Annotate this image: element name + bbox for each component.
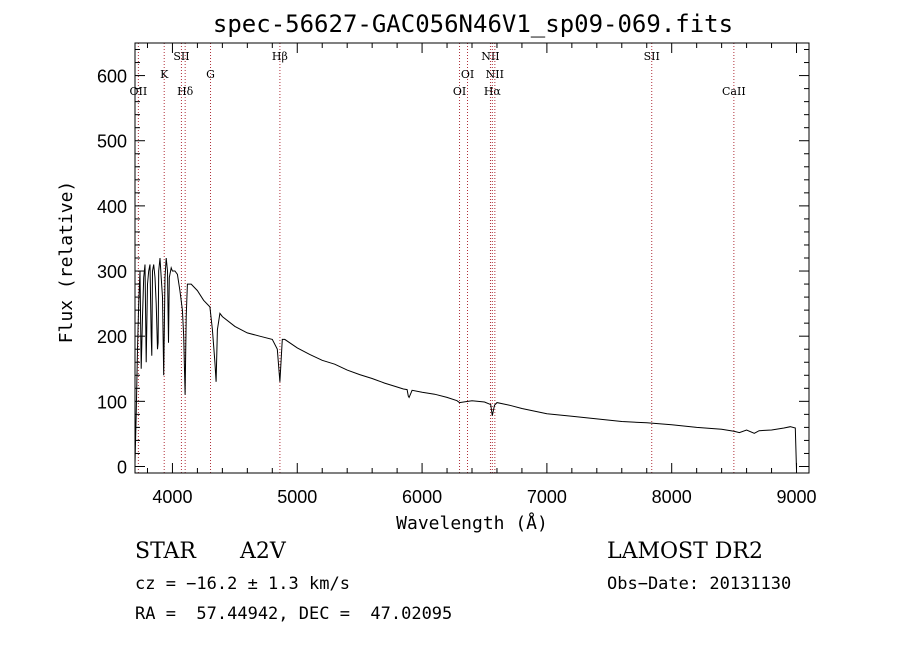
line-label-4: G <box>206 68 215 81</box>
x-axis-label: Wavelength (Å) <box>396 512 548 534</box>
y-tick-label-1: 100 <box>97 392 127 412</box>
y-tick-label-4: 400 <box>97 197 127 217</box>
y-tick-label-5: 500 <box>97 132 127 152</box>
line-label-7: OI <box>461 68 474 81</box>
chart-title: spec-56627-GAC056N46V1_sp09-069.fits <box>213 10 733 38</box>
y-tick-label-2: 200 <box>97 327 127 347</box>
spectrum-line <box>134 257 797 470</box>
obs-date-text: Obs−Date: 20131130 <box>607 574 792 594</box>
line-label-12: CaII <box>722 85 746 98</box>
survey-name: LAMOST DR2 <box>607 539 763 564</box>
line-label-10: NII <box>486 68 504 81</box>
line-label-2: SII <box>173 50 189 63</box>
emission-line-markers: OII K SII Hδ G Hβ OI OI NII Hα NII SII CaII <box>130 43 746 473</box>
x-axis: 4000 5000 6000 7000 8000 9000 <box>146 43 817 507</box>
line-label-8: NII <box>481 50 499 63</box>
line-label-3: Hδ <box>177 85 194 98</box>
x-tick-label-0: 4000 <box>152 487 192 507</box>
line-label-9: Hα <box>484 85 502 98</box>
object-class: STAR <box>135 539 196 564</box>
x-tick-label-4: 8000 <box>652 487 692 507</box>
plot-frame <box>134 42 810 474</box>
line-label-11: SII <box>644 50 660 63</box>
y-tick-label-3: 300 <box>97 262 127 282</box>
object-subclass: A2V <box>240 539 286 564</box>
y-tick-label-0: 0 <box>117 457 127 477</box>
redshift-text: cz = −16.2 ± 1.3 km/s <box>135 574 350 594</box>
x-tick-label-5: 9000 <box>776 487 816 507</box>
line-label-1: K <box>160 68 169 81</box>
y-tick-label-6: 600 <box>97 67 127 87</box>
x-tick-label-1: 5000 <box>277 487 317 507</box>
line-label-6: OI <box>453 85 466 98</box>
line-label-0: OII <box>130 85 148 98</box>
coordinates-text: RA = 57.44942, DEC = 47.02095 <box>135 604 453 624</box>
y-axis: 0 100 200 300 400 500 600 <box>97 49 809 477</box>
line-label-5: Hβ <box>272 50 288 63</box>
x-tick-label-3: 7000 <box>527 487 567 507</box>
y-axis-label: Flux (relative) <box>56 181 77 344</box>
x-tick-label-2: 6000 <box>402 487 442 507</box>
